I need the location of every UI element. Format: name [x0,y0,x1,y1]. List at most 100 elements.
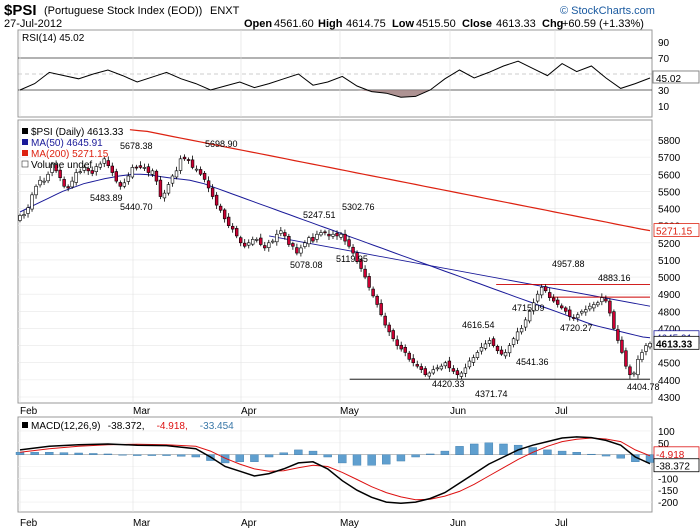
candle [287,235,291,245]
candle [74,172,78,183]
right-tag-label: 4613.33 [656,339,693,350]
candle [363,268,367,278]
macd-histogram-bar [59,452,69,455]
price-annotation: 5698.90 [205,139,238,149]
legend-label: MA(200) 5271.15 [31,149,109,160]
right-tag-label: 5271.15 [656,227,693,238]
rsi-tick-30: 30 [658,86,670,97]
macd-histogram-bar [264,454,274,458]
candle [279,230,283,234]
candle [439,365,444,370]
macd-histogram-bar [601,454,611,457]
candle [399,344,403,350]
price-annotation: 4616.54 [462,320,495,330]
ma50-line [19,173,651,339]
candle [251,239,255,245]
candle [355,252,359,262]
candle [636,359,640,376]
price-annotation: 4883.16 [598,273,631,283]
macd-histogram-bar [103,453,113,455]
macd-tag-label: -4.918 [656,450,685,461]
rsi-tick-90: 90 [658,38,670,49]
price-right-tags: 5271.154645.914613.33 [653,223,700,350]
candle [319,232,323,236]
candle [118,182,123,187]
macd-histogram-bar [191,454,201,458]
candle [339,233,343,238]
candle [503,352,508,357]
macd-histogram-bar [294,449,303,455]
candle [154,170,159,182]
macd-histogram-bar [587,453,596,455]
header-chg-label: Chg [542,18,563,30]
candle [564,307,568,312]
candle [102,158,106,164]
price-tick-5700: 5700 [658,153,681,164]
macd-histogram-bar [176,454,186,457]
month-label-Apr: Apr [241,518,257,529]
price-tick-5100: 5100 [658,256,681,267]
price-annotation: 5078.08 [290,260,323,270]
candle [487,340,492,344]
macd-histogram-bar [323,454,332,458]
candle [259,237,263,245]
candle [600,297,604,303]
candle [483,343,488,349]
macd-tag-label: -38.372 [656,462,690,473]
candle [608,300,612,314]
macd-histogram-bar [382,454,391,465]
candle [315,233,319,240]
rsi-current-tag: 45.02 [652,70,700,85]
candle [588,305,592,310]
candle [247,242,251,246]
month-label-Mar: Mar [133,406,151,417]
candle [206,180,211,189]
candle [596,302,600,306]
candle [158,179,163,197]
candle [568,309,572,317]
candle [383,315,387,326]
candle [210,187,215,197]
candle [146,166,151,173]
macd-histogram-bar [147,454,157,456]
macd-histogram-bar [250,454,259,462]
rsi-title: RSI(14) 45.02 [22,33,85,44]
price-tick-4900: 4900 [658,290,681,301]
header-chg-value: +60.59 (+1.33%) [562,18,644,30]
month-label-Jul: Jul [555,406,568,417]
candle [419,366,423,370]
price-annotation: 5119.95 [336,254,368,264]
candle [491,338,496,346]
macd-histogram-bar [616,454,625,459]
candle [431,369,436,374]
candle [443,362,448,367]
macd-tick--200: -200 [658,498,678,509]
candle [367,276,371,288]
legend-label: $PSI (Daily) 4613.33 [31,127,124,138]
candle [495,345,500,352]
candle [243,242,247,247]
candle [82,167,86,171]
candle [86,168,90,172]
header-symbol: $PSI [4,2,37,19]
candle [255,239,259,241]
candle [375,295,379,305]
candle [94,166,98,172]
candle [463,367,468,374]
candle [572,317,576,319]
candle [138,165,143,168]
candle [134,166,139,169]
candle [455,370,460,376]
macd-histogram-bar [30,452,39,455]
month-axis-top: Feb Mar Apr May Jun Jul [20,406,568,417]
price-annotation: 4404.78 [627,382,660,392]
right-tag-box [653,223,700,238]
macd-line [19,436,651,505]
price-tick-4800: 4800 [658,307,681,318]
candle [371,288,375,297]
candle [467,360,472,368]
candle [62,179,66,187]
